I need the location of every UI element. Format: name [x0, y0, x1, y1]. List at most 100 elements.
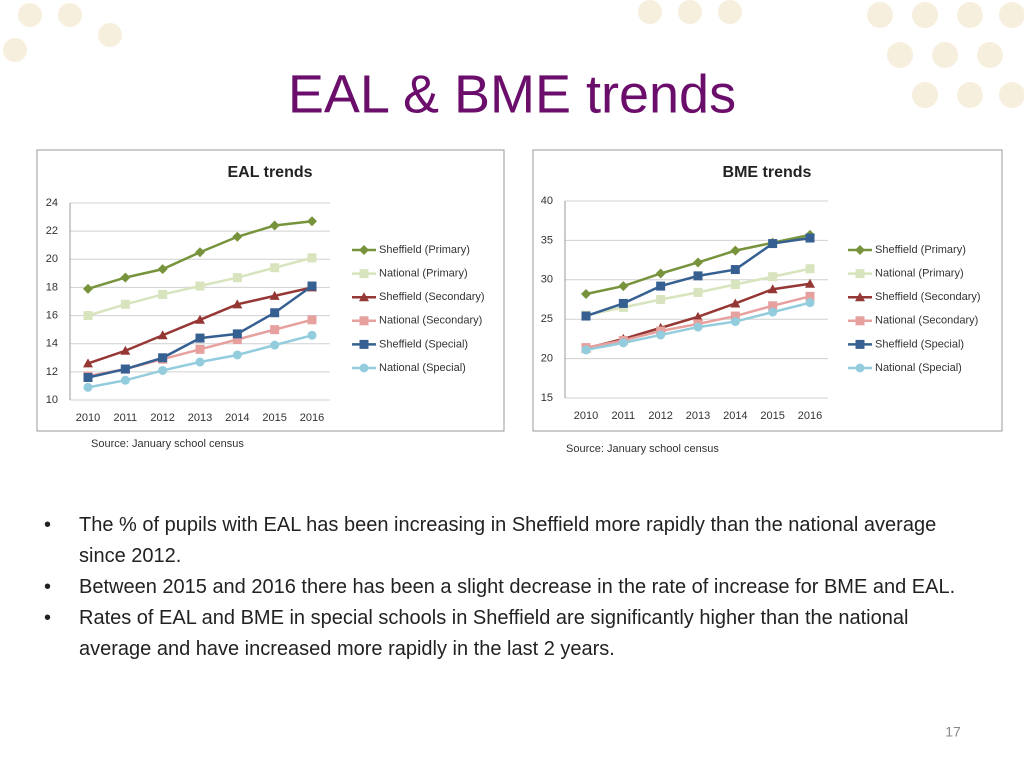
y-tick-label: 10 — [46, 394, 58, 406]
data-marker — [83, 382, 93, 392]
data-marker — [158, 289, 168, 299]
legend-marker — [359, 363, 369, 373]
data-marker — [195, 247, 205, 258]
slide-title: EAL & BME trends — [288, 64, 736, 124]
x-tick-label: 2015 — [760, 410, 784, 422]
legend-label: National (Secondary) — [379, 315, 482, 327]
data-marker — [693, 287, 703, 297]
x-tick-label: 2013 — [188, 412, 212, 424]
legend-label: Sheffield (Secondary) — [875, 291, 981, 303]
data-marker — [581, 288, 591, 299]
data-marker — [805, 298, 815, 308]
data-marker — [83, 372, 93, 382]
x-tick-label: 2014 — [225, 412, 249, 424]
x-tick-label: 2013 — [686, 410, 710, 422]
data-marker — [269, 220, 280, 231]
legend-marker — [855, 245, 865, 255]
y-tick-label: 15 — [541, 392, 553, 404]
data-marker — [195, 281, 205, 291]
chart: BME trends 15 20 25 30 35 40 2010 2011 2012 2013 20… — [532, 149, 1003, 432]
legend-label: Sheffield (Special) — [379, 338, 468, 350]
data-marker — [805, 291, 815, 301]
data-marker — [232, 334, 242, 344]
legend-marker — [359, 292, 369, 302]
data-marker — [157, 264, 168, 275]
source-note: Source: January school census — [91, 438, 244, 450]
data-marker — [581, 311, 591, 321]
y-tick-label: 40 — [541, 195, 553, 207]
legend-label: National (Special) — [875, 362, 962, 374]
legend-label: Sheffield (Primary) — [875, 244, 966, 256]
data-marker — [730, 280, 740, 290]
data-marker — [120, 364, 130, 374]
data-marker — [307, 330, 317, 340]
legend-label: National (Primary) — [379, 268, 468, 280]
data-marker — [270, 325, 280, 335]
x-tick-label: 2015 — [262, 412, 286, 424]
data-marker — [232, 329, 242, 339]
data-marker — [656, 295, 666, 304]
y-tick-label: 18 — [46, 281, 58, 293]
x-tick-label: 2010 — [76, 412, 100, 424]
y-tick-label: 30 — [541, 274, 553, 286]
bullet: Between 2015 and 2016 there has been a s… — [40, 572, 960, 603]
data-marker — [730, 298, 741, 308]
data-marker — [618, 338, 628, 348]
data-marker — [120, 272, 131, 283]
data-marker — [269, 290, 280, 300]
y-tick-label: 16 — [46, 309, 58, 321]
data-marker — [693, 271, 703, 281]
y-tick-label: 22 — [46, 225, 58, 237]
data-marker — [805, 233, 815, 243]
data-marker — [270, 263, 280, 273]
x-tick-label: 2016 — [300, 412, 324, 424]
data-marker — [83, 311, 93, 321]
data-marker — [768, 272, 778, 282]
data-marker — [693, 257, 703, 268]
x-tick-label: 2012 — [648, 410, 672, 422]
x-tick-label: 2011 — [114, 412, 138, 424]
bullet-list: The % of pupils with EAL has been increa… — [40, 510, 960, 665]
x-tick-label: 2016 — [798, 410, 822, 422]
data-marker — [232, 231, 243, 242]
y-tick-label: 24 — [46, 197, 58, 209]
data-marker — [730, 311, 740, 321]
data-marker — [307, 315, 317, 325]
data-marker — [120, 345, 131, 355]
data-marker — [307, 216, 317, 227]
legend-marker — [855, 269, 865, 279]
data-marker — [307, 253, 317, 263]
data-marker — [768, 301, 778, 311]
data-marker — [730, 317, 740, 327]
bullet: Rates of EAL and BME in special schools … — [40, 603, 960, 665]
data-marker — [767, 284, 778, 294]
data-marker — [768, 239, 778, 249]
data-marker — [693, 311, 703, 321]
chart-title: BME trends — [723, 164, 812, 181]
x-tick-label: 2011 — [612, 410, 636, 422]
data-marker — [581, 345, 591, 355]
legend-marker — [359, 269, 369, 279]
legend-label: National (Primary) — [875, 268, 964, 280]
legend-label: Sheffield (Special) — [875, 338, 964, 350]
y-tick-label: 25 — [541, 313, 553, 325]
data-marker — [730, 265, 740, 275]
background-decoration — [3, 0, 1024, 108]
y-tick-label: 20 — [541, 353, 553, 365]
data-marker — [120, 375, 130, 385]
data-marker — [158, 353, 168, 363]
page-number: 17 — [945, 724, 961, 740]
data-marker — [195, 314, 205, 324]
legend-label: National (Special) — [379, 362, 466, 374]
legend-marker — [855, 292, 865, 302]
data-marker — [120, 299, 130, 309]
data-marker — [270, 340, 280, 350]
data-marker — [232, 299, 243, 309]
data-marker — [83, 358, 93, 368]
legend-label: Sheffield (Primary) — [379, 244, 470, 256]
legend-marker — [855, 316, 865, 326]
x-tick-label: 2010 — [574, 410, 598, 422]
data-marker — [656, 281, 666, 291]
